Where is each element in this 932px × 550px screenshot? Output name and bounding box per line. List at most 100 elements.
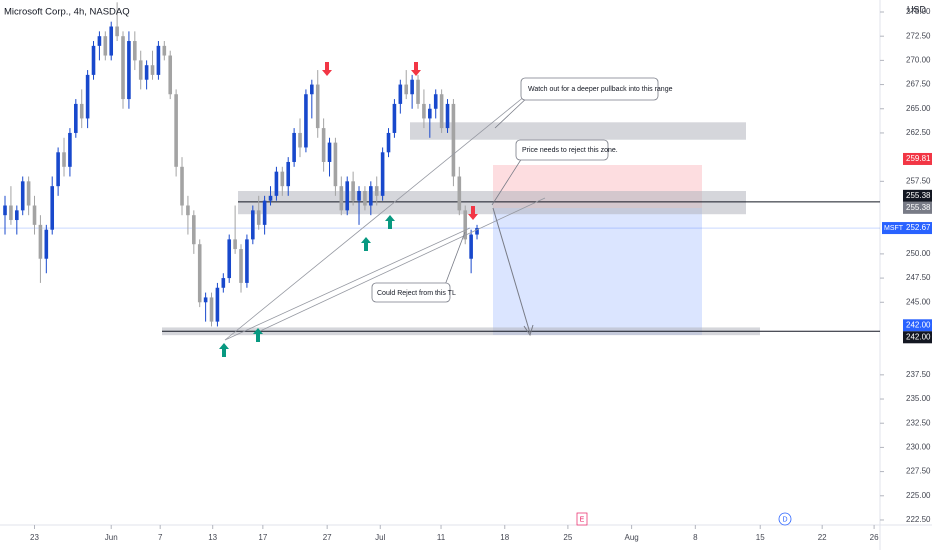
arrow-head [523,324,534,337]
earnings-icon[interactable] [576,512,588,526]
chart-title: Microsoft Corp., 4h, NASDAQ [4,7,130,18]
candle-body [363,190,367,206]
x-tick-label: 7 [158,533,163,542]
x-tick-label: 22 [818,533,827,542]
candle-body [97,36,102,46]
event-label: D [782,516,787,523]
candle-body [192,215,196,245]
y-tick-label: 247.50 [906,273,931,282]
candle-body [386,132,391,153]
candle-body [68,132,72,167]
y-tick-label: 272.50 [906,31,931,40]
candle-body [26,181,31,206]
candle-body [138,60,143,80]
candle-body [144,65,149,80]
candle-body [380,152,385,196]
candle-body [310,84,314,95]
x-tick-label: Jun [105,533,118,542]
x-tick-label: 11 [437,533,446,542]
y-tick-label: 245.00 [906,297,931,306]
candle-body [245,239,249,283]
candle-body [369,186,373,206]
callout [515,139,609,161]
candle-body [168,55,173,95]
candle-body [32,205,37,225]
price-label: 255.38 [906,203,931,212]
candle-body [357,190,361,201]
down-arrow [468,206,478,220]
candle-body [115,26,119,37]
y-tick-label: 232.50 [906,418,931,427]
y-tick-label: 222.50 [906,515,931,524]
candle-body [392,103,397,133]
candle-body [74,103,78,133]
candle-body [374,186,379,196]
candle-body [239,249,243,283]
x-tick-label: 23 [30,533,39,542]
candle-body [463,210,468,240]
price-label: 242.00 [906,332,931,341]
candle-body [327,142,332,162]
candle-body [215,287,220,322]
candle-body [345,181,350,211]
x-tick-label: 18 [500,533,509,542]
candle-body [85,74,90,119]
candle-body [428,108,432,119]
candle-body [298,132,302,148]
up-arrow [385,215,395,229]
candle-body [3,205,7,216]
symbol-label-bg [882,222,903,235]
y-tick-label: 257.50 [906,176,931,185]
zone [238,190,746,215]
candle-body [457,176,462,211]
callout-pointer [494,94,531,129]
candle-body [38,224,43,259]
candle-body [197,244,202,303]
candle-body [91,45,96,75]
candle-body [410,79,414,95]
candle-body [174,94,178,167]
candle-body [227,239,232,279]
trend-line [224,227,471,341]
candle-body [133,41,137,61]
dividend-icon[interactable] [778,512,792,526]
candle-body [15,210,19,221]
candle-body [9,205,13,221]
trend-line [224,95,526,341]
overlays: Watch out for a deeper pullback into thi… [219,62,792,526]
candle-body [50,186,55,230]
y-tick-label: 230.00 [906,443,931,452]
price-label-bg [903,201,932,214]
x-tick-label: 26 [870,533,879,542]
candle-body [256,210,261,225]
y-tick-label: 227.50 [906,467,931,476]
y-tick-label: 250.00 [906,249,931,258]
y-tick-label: 225.00 [906,491,931,500]
y-tick-label: 265.00 [906,104,931,113]
candle-body [150,65,155,75]
symbol-label: MSFT [884,225,904,232]
price-label-bg [903,189,932,202]
candle-body [292,132,296,162]
candle-body [398,84,403,104]
callout-pointer [444,231,466,286]
candle-body [321,128,326,162]
annotation: Price needs to reject this zone. [522,147,618,154]
candle-body [79,103,84,119]
candle-body [203,297,208,303]
drawings [0,2,880,336]
target-zone [493,208,702,335]
candle-body [62,152,66,167]
candle-body [280,171,285,187]
up-arrow [361,237,371,251]
price-label-bg [903,331,932,344]
down-arrow [322,62,332,76]
candle-body [333,142,338,187]
candle-body [274,171,279,196]
callout-pointer [491,157,523,206]
candle-body [445,103,450,129]
candle-body [268,195,273,201]
candle-body [286,161,291,187]
y-tick-label: 275.00 [906,7,931,16]
